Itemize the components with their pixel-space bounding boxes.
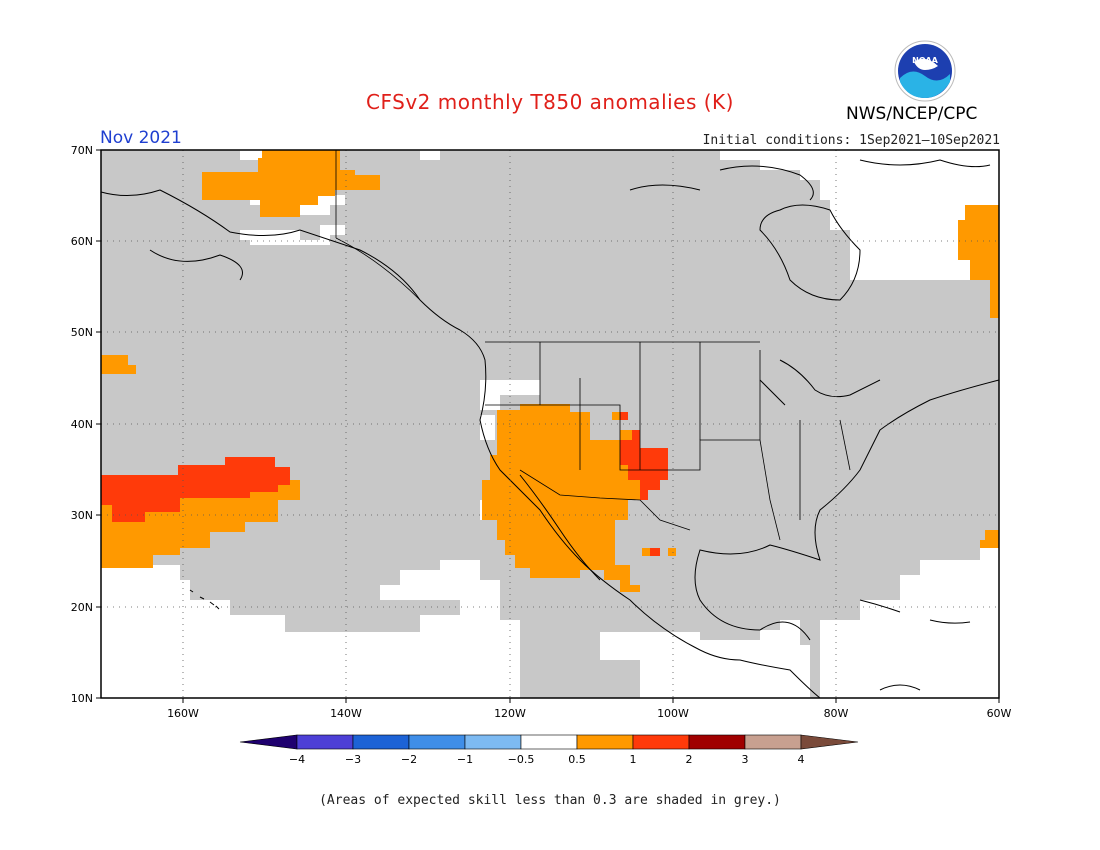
colorbar-labels: −4 −3 −2 −1 −0.5 0.5 1 2 3 4 bbox=[289, 753, 805, 766]
lat-label: 10N bbox=[71, 692, 93, 705]
colorbar-neg1-neg05 bbox=[464, 734, 522, 750]
lon-label: 160W bbox=[167, 707, 199, 720]
logo-text: NOAA bbox=[912, 56, 938, 65]
lon-label: 120W bbox=[494, 707, 526, 720]
axis-ticks bbox=[96, 149, 1000, 703]
anomaly-1-2 bbox=[101, 412, 668, 556]
lat-label: 50N bbox=[71, 326, 93, 339]
colorbar-2-3 bbox=[688, 734, 746, 750]
lon-label: 60W bbox=[987, 707, 1012, 720]
lat-label: 30N bbox=[71, 509, 93, 522]
colorbar-3-4 bbox=[744, 734, 802, 750]
lon-label: 100W bbox=[657, 707, 689, 720]
colorbar-gt-4 bbox=[800, 734, 859, 750]
colorbar-neg2-neg1 bbox=[408, 734, 466, 750]
grid-lines bbox=[101, 150, 999, 698]
colorbar-tick-label: 1 bbox=[630, 753, 637, 766]
colorbar-tick-label: −4 bbox=[289, 753, 305, 766]
lon-label: 80W bbox=[824, 707, 849, 720]
lat-label: 40N bbox=[71, 418, 93, 431]
colorbar-neg4-neg3 bbox=[296, 734, 354, 750]
colorbar-tick-label: 0.5 bbox=[568, 753, 586, 766]
political-borders bbox=[335, 150, 851, 541]
footnote: (Areas of expected skill less than 0.3 a… bbox=[319, 793, 781, 808]
latitude-labels: 70N 60N 50N 40N 30N 20N 10N bbox=[71, 144, 93, 705]
colorbar bbox=[239, 734, 859, 750]
noaa-logo: NOAA bbox=[894, 40, 956, 102]
colorbar-tick-label: −2 bbox=[401, 753, 417, 766]
initial-conditions: Initial conditions: 1Sep2021–10Sep2021 bbox=[702, 133, 1000, 148]
colorbar-neg3-neg2 bbox=[352, 734, 410, 750]
colorbar-tick-label: −0.5 bbox=[508, 753, 535, 766]
colorbar-05-1 bbox=[576, 734, 634, 750]
colorbar-tick-label: −1 bbox=[457, 753, 473, 766]
colorbar-tick-label: −3 bbox=[345, 753, 361, 766]
neutral-areas bbox=[101, 150, 999, 698]
forecast-month: Nov 2021 bbox=[100, 128, 182, 148]
lon-label: 140W bbox=[330, 707, 362, 720]
lat-label: 20N bbox=[71, 601, 93, 614]
lat-label: 60N bbox=[71, 235, 93, 248]
agency-label: NWS/NCEP/CPC bbox=[846, 104, 978, 124]
colorbar-tick-label: 4 bbox=[798, 753, 805, 766]
coastlines bbox=[100, 159, 1000, 699]
longitude-labels: 160W 140W 120W 100W 80W 60W bbox=[167, 707, 1011, 720]
colorbar-neutral bbox=[520, 734, 578, 750]
chart-title: CFSv2 monthly T850 anomalies (K) bbox=[366, 90, 734, 114]
lat-label: 70N bbox=[71, 144, 93, 157]
colorbar-tick-label: 3 bbox=[742, 753, 749, 766]
colorbar-1-2 bbox=[632, 734, 690, 750]
colorbar-tick-label: 2 bbox=[686, 753, 693, 766]
colorbar-lt-neg4 bbox=[239, 734, 298, 750]
